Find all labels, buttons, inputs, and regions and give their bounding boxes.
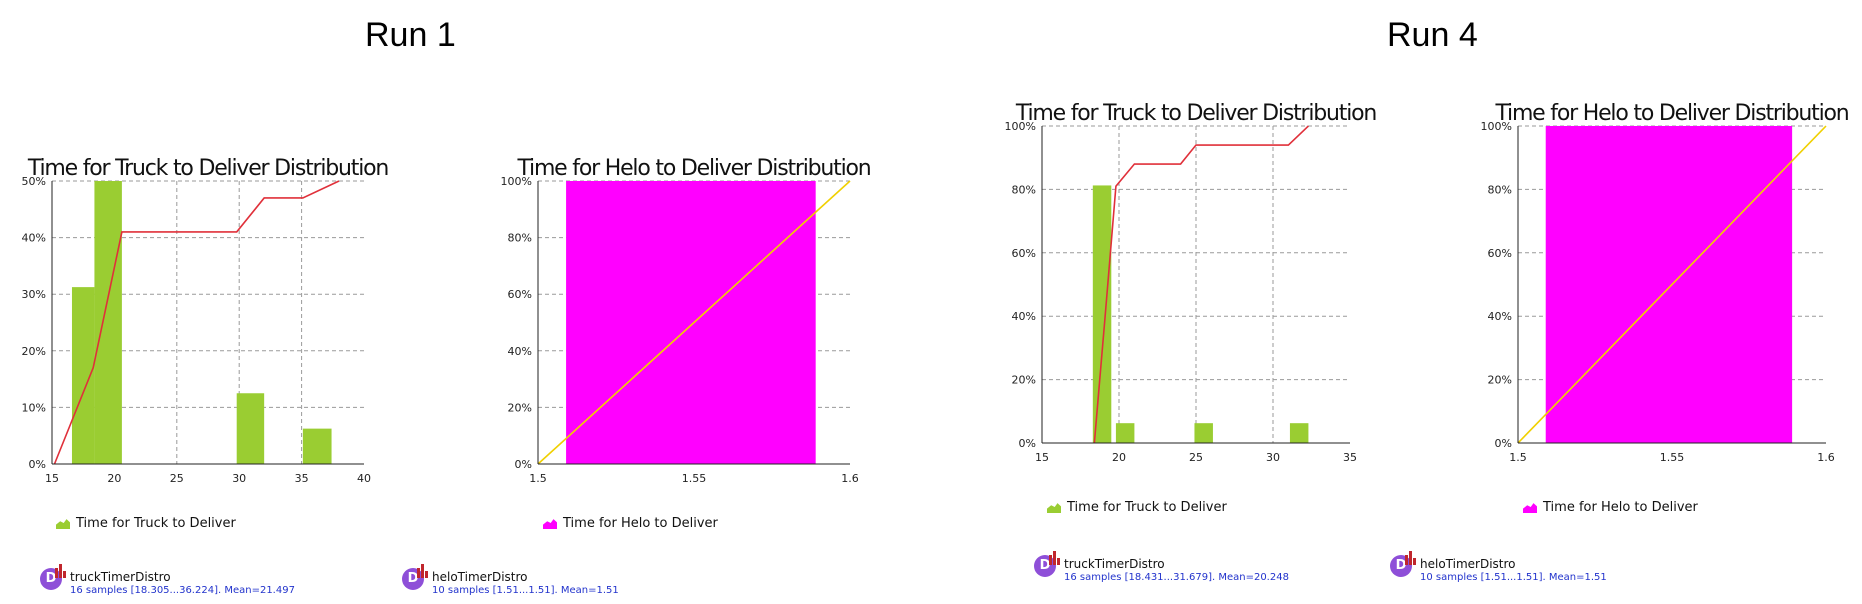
y-tick-label: 0% [515, 458, 532, 471]
y-tick-label: 40% [1012, 310, 1036, 323]
chart-bar [236, 393, 265, 464]
x-tick-label: 1.6 [841, 472, 859, 485]
x-tick-label: 30 [1266, 451, 1280, 464]
chart-legend: Time for Truck to Deliver [1047, 500, 1227, 515]
chart-legend: Time for Truck to Deliver [56, 516, 236, 531]
legend-label: Time for Helo to Deliver [1543, 500, 1698, 515]
y-tick-label: 60% [1012, 247, 1036, 260]
chart-bar [1115, 423, 1135, 443]
run-4-title: Run 4 [1387, 16, 1478, 54]
cdf-line [1093, 125, 1309, 444]
legend-label: Time for Truck to Deliver [76, 516, 236, 531]
cdf-line [537, 180, 851, 465]
y-tick-label: 60% [508, 288, 532, 301]
x-tick-label: 1.6 [1817, 451, 1835, 464]
chart-bar [1545, 126, 1793, 443]
stat-name: truckTimerDistro [70, 570, 171, 584]
chart-title: Time for Helo to Deliver Distribution [516, 156, 870, 181]
y-tick-label: 40% [508, 345, 532, 358]
y-tick-label: 20% [1488, 374, 1512, 387]
y-tick-label: 20% [508, 401, 532, 414]
stat-detail: 16 samples [18.431...31.679]. Mean=20.24… [1064, 572, 1289, 583]
y-tick-label: 30% [22, 288, 46, 301]
stat-detail: 10 samples [1.51...1.51]. Mean=1.51 [1420, 572, 1607, 583]
x-tick-label: 35 [1343, 451, 1357, 464]
x-tick-label: 30 [232, 472, 246, 485]
y-tick-label: 20% [22, 345, 46, 358]
stat-detail: 10 samples [1.51...1.51]. Mean=1.51 [432, 585, 619, 596]
x-tick-label: 1.5 [1509, 451, 1527, 464]
y-tick-label: 10% [22, 401, 46, 414]
histogram-icon [417, 564, 429, 578]
y-tick-label: 60% [1488, 247, 1512, 260]
chart-title: Time for Truck to Deliver Distribution [1015, 101, 1376, 126]
cdf-line [53, 180, 340, 465]
y-tick-label: 80% [1012, 183, 1036, 196]
y-tick-label: 100% [1481, 120, 1512, 133]
y-tick-label: 80% [1488, 183, 1512, 196]
stat-name: truckTimerDistro [1064, 557, 1165, 571]
x-tick-label: 20 [1112, 451, 1126, 464]
y-tick-label: 50% [22, 175, 46, 188]
legend-swatch-icon [56, 519, 70, 529]
y-tick-label: 40% [22, 232, 46, 245]
x-tick-label: 20 [107, 472, 121, 485]
chart-title: Time for Truck to Deliver Distribution [27, 156, 388, 181]
y-tick-label: 40% [1488, 310, 1512, 323]
stat-name: heloTimerDistro [432, 570, 528, 584]
legend-label: Time for Helo to Deliver [563, 516, 718, 531]
legend-swatch-icon [1523, 503, 1537, 513]
y-tick-label: 0% [1019, 437, 1036, 450]
stat-detail: 16 samples [18.305...36.224]. Mean=21.49… [70, 585, 295, 596]
run-1-title: Run 1 [365, 16, 456, 54]
legend-swatch-icon [543, 519, 557, 529]
legend-label: Time for Truck to Deliver [1067, 500, 1227, 515]
y-tick-label: 100% [1005, 120, 1036, 133]
stat-name: heloTimerDistro [1420, 557, 1516, 571]
histogram-icon [55, 564, 67, 578]
x-tick-label: 15 [1035, 451, 1049, 464]
x-tick-label: 1.5 [529, 472, 547, 485]
y-tick-label: 80% [508, 232, 532, 245]
chart-bar [302, 428, 332, 464]
chart-bar [94, 181, 122, 464]
x-tick-label: 1.55 [1660, 451, 1685, 464]
y-tick-label: 0% [29, 458, 46, 471]
chart-title: Time for Helo to Deliver Distribution [1494, 101, 1848, 126]
x-tick-label: 25 [170, 472, 184, 485]
y-tick-label: 20% [1012, 374, 1036, 387]
chart-legend: Time for Helo to Deliver [1523, 500, 1698, 515]
chart-bar [566, 181, 816, 464]
x-tick-label: 25 [1189, 451, 1203, 464]
y-tick-label: 0% [1495, 437, 1512, 450]
cdf-line [1517, 125, 1827, 444]
chart-bar [1289, 423, 1309, 443]
chart-bar [1092, 185, 1112, 443]
y-tick-label: 100% [501, 175, 532, 188]
chart-bar [1194, 423, 1213, 443]
histogram-icon [1049, 551, 1061, 565]
x-tick-label: 40 [357, 472, 371, 485]
histogram-icon [1405, 551, 1417, 565]
x-tick-label: 15 [45, 472, 59, 485]
chart-legend: Time for Helo to Deliver [543, 516, 718, 531]
chart-bar [71, 287, 95, 464]
legend-swatch-icon [1047, 503, 1061, 513]
x-tick-label: 35 [295, 472, 309, 485]
x-tick-label: 1.55 [682, 472, 707, 485]
